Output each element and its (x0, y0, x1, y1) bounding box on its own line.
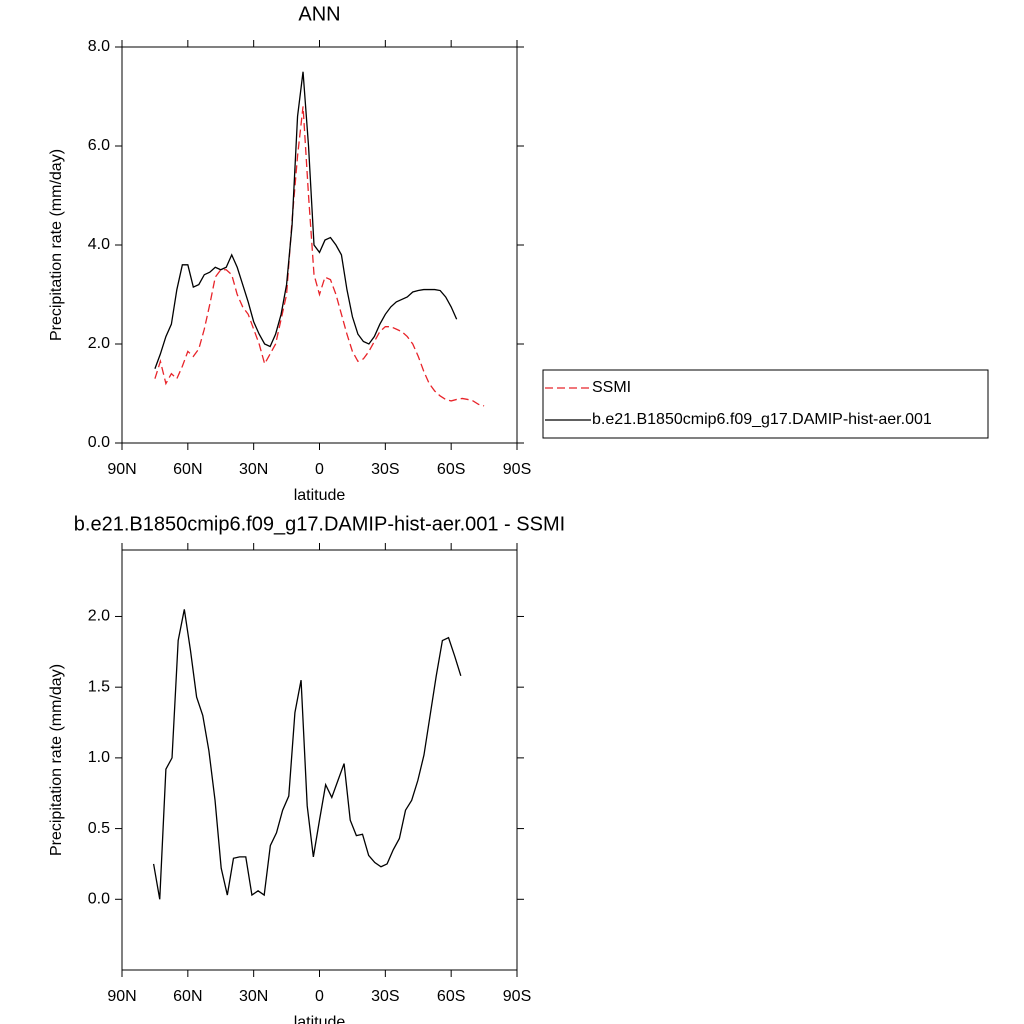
chart-title: b.e21.B1850cmip6.f09_g17.DAMIP-hist-aer.… (74, 513, 565, 535)
y-tick-label: 0.0 (88, 891, 110, 908)
y-tick-label: 4.0 (88, 236, 110, 253)
x-tick-label: 60S (437, 461, 465, 478)
data-line (154, 106, 485, 407)
x-tick-label: 90N (107, 461, 136, 478)
x-tick-label: 30N (239, 461, 268, 478)
x-tick-label: 0 (315, 988, 324, 1005)
chart-title: ANN (298, 3, 340, 25)
y-tick-label: 8.0 (88, 38, 110, 55)
legend-label: b.e21.B1850cmip6.f09_g17.DAMIP-hist-aer.… (592, 411, 932, 428)
y-tick-label: 1.5 (88, 678, 110, 695)
x-tick-label: 0 (315, 461, 324, 478)
x-tick-label: 90N (107, 988, 136, 1005)
data-line (154, 71, 458, 369)
y-tick-label: 0.0 (88, 434, 110, 451)
x-axis-label: latitude (294, 487, 346, 504)
legend-label: SSMI (592, 379, 631, 396)
x-tick-label: 60S (437, 988, 465, 1005)
plot-frame (121, 549, 518, 971)
x-tick-label: 30S (371, 461, 399, 478)
x-tick-label: 90S (503, 988, 531, 1005)
y-tick-label: 2.0 (88, 608, 110, 625)
y-axis-label: Precipitation rate (mm/day) (48, 149, 65, 341)
x-tick-label: 30S (371, 988, 399, 1005)
legend-box (542, 369, 989, 439)
y-tick-label: 2.0 (88, 335, 110, 352)
x-tick-label: 60N (173, 988, 202, 1005)
y-tick-label: 1.0 (88, 749, 110, 766)
plot-frame (121, 46, 518, 444)
y-tick-label: 6.0 (88, 137, 110, 154)
y-axis-label: Precipitation rate (mm/day) (48, 664, 65, 856)
data-line (152, 609, 462, 900)
x-tick-label: 90S (503, 461, 531, 478)
x-tick-label: 30N (239, 988, 268, 1005)
x-tick-label: 60N (173, 461, 202, 478)
y-tick-label: 0.5 (88, 820, 110, 837)
x-axis-label: latitude (294, 1014, 346, 1024)
